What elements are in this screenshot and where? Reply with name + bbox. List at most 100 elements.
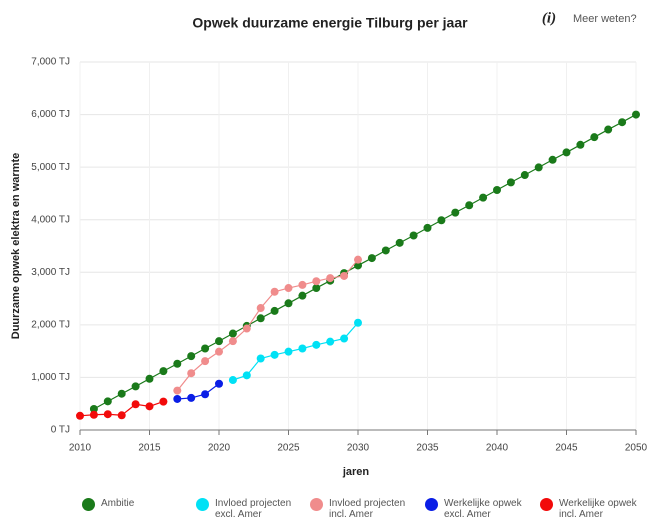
x-tick-label: 2010 [69, 443, 92, 454]
y-axis-label: Duurzame opwek elektra en warmte [10, 153, 22, 339]
data-point [479, 193, 488, 202]
x-tick-label: 2015 [138, 443, 161, 454]
data-point [298, 291, 307, 300]
data-point [367, 254, 376, 263]
data-point [103, 410, 112, 419]
data-point [131, 400, 140, 409]
data-point [228, 329, 237, 338]
data-point [548, 155, 557, 164]
data-point [173, 394, 182, 403]
x-tick-label: 2040 [486, 443, 509, 454]
legend-label: Invloed projecten excl. Amer [215, 498, 292, 520]
data-point [340, 271, 349, 280]
data-point [76, 411, 84, 420]
x-tick-label: 2020 [208, 443, 231, 454]
legend-item[interactable]: Ambitie [82, 498, 189, 511]
legend-swatch [425, 498, 438, 511]
legend-swatch [540, 498, 553, 511]
legend-item[interactable]: Invloed projecten incl. Amer [310, 498, 417, 520]
legend-swatch [310, 498, 323, 511]
data-point [215, 347, 223, 356]
data-point [256, 354, 265, 363]
data-point [187, 393, 196, 402]
data-point [117, 411, 126, 420]
data-point [228, 376, 237, 385]
data-point [270, 350, 279, 359]
series-line [93, 114, 637, 410]
data-point [423, 223, 432, 232]
x-tick-label: 2025 [277, 443, 300, 454]
data-point [284, 284, 293, 293]
data-point [117, 389, 126, 398]
y-tick-label: 0 TJ [51, 425, 70, 436]
y-tick-label: 1,000 TJ [31, 372, 70, 383]
data-point [256, 314, 265, 323]
data-point [145, 374, 154, 383]
legend-item[interactable]: Werkelijke opwek incl. Amer [540, 498, 647, 520]
data-point [159, 367, 168, 376]
data-point [576, 140, 585, 149]
data-point [173, 359, 182, 368]
data-point [312, 277, 321, 286]
data-point [326, 337, 335, 346]
data-point [506, 178, 515, 187]
data-point [284, 299, 293, 308]
data-point [395, 238, 404, 247]
y-tick-label: 2,000 TJ [31, 319, 70, 330]
data-point [187, 369, 196, 378]
data-point [145, 402, 154, 411]
data-point [618, 118, 627, 127]
legend-item[interactable]: Invloed projecten excl. Amer [196, 498, 303, 520]
legend-swatch [196, 498, 209, 511]
legend-label: Ambitie [101, 498, 135, 509]
data-point [409, 231, 418, 240]
x-tick-label: 2045 [555, 443, 578, 454]
data-point [451, 208, 460, 217]
data-point [632, 110, 640, 119]
data-point [89, 404, 98, 413]
data-point [89, 410, 98, 419]
data-point [131, 382, 140, 391]
data-point [173, 386, 182, 395]
data-point [312, 340, 321, 349]
legend-label: Werkelijke opwek excl. Amer [444, 498, 522, 520]
y-tick-label: 4,000 TJ [31, 214, 70, 225]
x-axis-label: jaren [342, 466, 370, 478]
series-line [232, 322, 359, 381]
data-point [187, 352, 196, 361]
data-point [270, 306, 279, 315]
data-point [298, 344, 307, 353]
data-point [284, 347, 293, 356]
y-tick-label: 5,000 TJ [31, 162, 70, 173]
data-point [298, 280, 307, 289]
data-point [493, 186, 501, 195]
x-tick-label: 2050 [625, 443, 648, 454]
legend-label: Werkelijke opwek incl. Amer [559, 498, 637, 520]
data-point [590, 133, 599, 142]
data-point [228, 337, 237, 346]
data-point [215, 379, 223, 388]
legend-item[interactable]: Werkelijke opwek excl. Amer [425, 498, 532, 520]
legend-swatch [82, 498, 95, 511]
data-point [201, 344, 210, 353]
data-point [312, 284, 321, 293]
x-tick-label: 2035 [416, 443, 439, 454]
info-icon[interactable]: (i) [542, 10, 556, 26]
chart-title: Opwek duurzame energie Tilburg per jaar [192, 15, 468, 31]
series-line [177, 383, 220, 400]
data-point [354, 318, 362, 327]
data-point [354, 261, 362, 270]
data-point [604, 125, 613, 134]
y-tick-label: 7,000 TJ [31, 57, 70, 68]
data-point [326, 274, 335, 283]
data-point [354, 255, 362, 264]
data-point [201, 357, 210, 366]
data-point [340, 334, 349, 343]
info-link[interactable]: Meer weten? [573, 13, 637, 25]
data-point [256, 304, 265, 313]
data-point [242, 324, 251, 333]
y-tick-label: 3,000 TJ [31, 267, 70, 278]
data-point [520, 171, 529, 180]
